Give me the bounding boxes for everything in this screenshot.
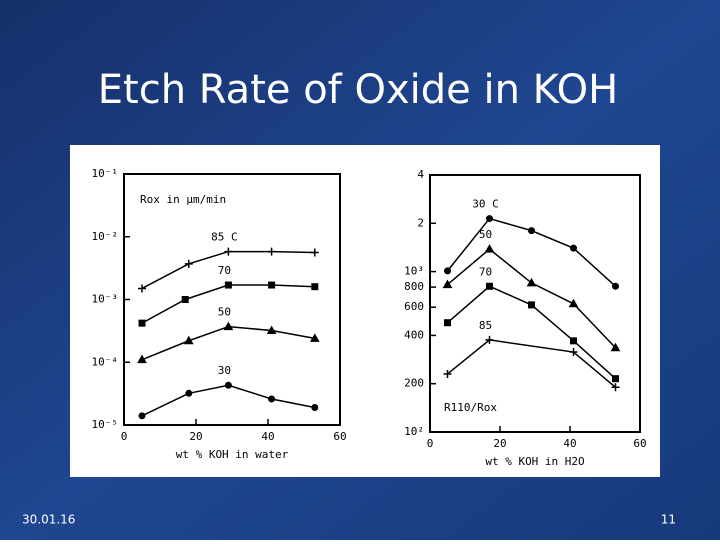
marker — [138, 412, 146, 420]
x-tick-label: 40 — [261, 430, 274, 443]
marker — [268, 281, 276, 289]
series-label: 30 C — [472, 198, 499, 211]
y-tick-label: 10³ — [404, 265, 424, 278]
x-tick-label: 60 — [633, 437, 646, 450]
marker — [267, 247, 276, 256]
x-tick-label: 40 — [563, 437, 576, 450]
marker — [183, 335, 194, 345]
y-tick-label: 10⁻³ — [92, 293, 119, 306]
y-tick-label: 10⁻⁴ — [92, 355, 119, 368]
y-tick-label: 10⁻² — [92, 230, 119, 243]
marker — [486, 215, 493, 223]
marker — [443, 369, 452, 378]
marker — [138, 319, 146, 327]
y-tick-label: 800 — [404, 280, 424, 293]
y-tick-label: 10⁻⁵ — [92, 418, 119, 431]
figure-panel — [70, 145, 660, 477]
marker — [224, 381, 232, 389]
marker — [311, 404, 319, 412]
x-tick-label: 20 — [493, 437, 506, 450]
marker — [485, 335, 494, 344]
footer-page: 11 — [661, 513, 676, 527]
x-axis-label: wt % KOH in water — [176, 448, 289, 461]
marker — [224, 247, 233, 256]
marker — [486, 282, 493, 290]
marker — [569, 348, 578, 357]
y-tick-label: 10⁻¹ — [92, 167, 119, 180]
marker — [528, 227, 535, 235]
y-tick-label: 200 — [404, 377, 424, 390]
marker — [311, 283, 319, 291]
marker — [224, 281, 232, 289]
marker — [442, 279, 453, 289]
series-label: 70 — [479, 265, 492, 278]
marker — [570, 244, 577, 252]
marker — [310, 248, 319, 257]
marker — [266, 325, 277, 335]
marker — [444, 267, 451, 275]
marker — [309, 333, 320, 342]
series-line — [447, 339, 616, 388]
marker — [137, 354, 147, 364]
marker — [484, 244, 495, 253]
x-tick-label: 0 — [427, 437, 434, 450]
annotation: Rox in µm/min — [140, 193, 226, 206]
series-label: 30 — [218, 364, 231, 377]
series-label: 50 — [479, 228, 492, 241]
marker — [612, 282, 619, 290]
y-tick-label: 10² — [404, 425, 424, 438]
marker — [444, 319, 451, 327]
plot-frame — [429, 174, 641, 433]
annotation: R110/Rox — [444, 401, 497, 414]
marker — [185, 389, 193, 397]
y-tick-label: 4 — [417, 168, 424, 181]
marker — [568, 298, 579, 308]
y-tick-label: 2 — [417, 216, 424, 229]
marker — [268, 395, 276, 403]
marker — [570, 337, 577, 345]
marker — [526, 277, 537, 287]
series-label: 85 C — [211, 231, 238, 244]
series-label: 50 — [218, 306, 231, 319]
slide-title: Etch Rate of Oxide in KOH — [98, 67, 619, 113]
y-tick-label: 400 — [404, 328, 424, 341]
marker — [181, 296, 189, 303]
footer-date: 30.01.16 — [22, 513, 75, 527]
marker — [138, 284, 146, 293]
y-tick-label: 600 — [404, 300, 424, 313]
marker — [612, 375, 619, 383]
marker — [611, 383, 620, 392]
x-axis-label: wt % KOH in H2O — [485, 455, 584, 468]
marker — [223, 321, 234, 331]
series-label: 85 — [479, 319, 492, 332]
x-tick-label: 60 — [333, 430, 346, 443]
series-label: 70 — [218, 264, 231, 277]
marker — [610, 342, 621, 352]
x-tick-label: 20 — [189, 430, 202, 443]
marker — [528, 301, 535, 309]
x-tick-label: 0 — [121, 430, 128, 443]
marker — [184, 259, 193, 268]
